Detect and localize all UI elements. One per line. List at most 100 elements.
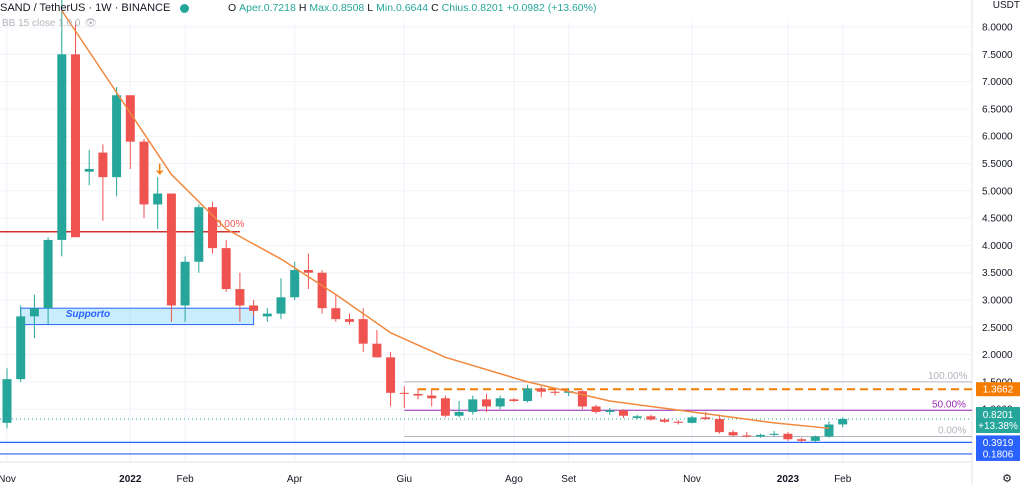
candle-body[interactable] [838,419,848,425]
candle-body[interactable] [769,433,779,435]
symbol-title[interactable]: SAND / TetherUS · 1W · BINANCE [0,2,171,14]
candle-body[interactable] [509,399,519,402]
y-tick-label: 5.0000 [982,186,1013,197]
candle-body[interactable] [468,399,478,412]
candle-body[interactable] [139,141,149,205]
candle-body[interactable] [290,269,300,298]
candle-body[interactable] [440,398,450,416]
candle-body[interactable] [112,95,122,178]
candle-body[interactable] [16,316,26,380]
support-zone [20,307,255,326]
x-tick-label: Feb [834,474,852,485]
x-tick-label: Apr [287,474,303,485]
candle-body[interactable] [358,319,368,344]
fib-upper-label: 50.00% [211,219,245,230]
candle-body[interactable] [331,308,341,320]
candle-body[interactable] [728,432,738,436]
candle-body[interactable] [276,297,286,314]
candle-body[interactable] [660,419,670,422]
candle-body[interactable] [632,416,642,418]
candle-body[interactable] [208,207,217,249]
candle-body[interactable] [824,424,834,437]
y-tick-label: 7.5000 [982,50,1013,61]
low-value: Min.0.6644 [376,2,429,14]
x-tick-label: Set [561,474,576,485]
high-value: Max.0.8508 [309,2,365,14]
x-tick-label: Giu [397,474,413,485]
candle-body[interactable] [536,388,546,392]
resistance-price-tag: 1.3662 [983,385,1014,396]
candle-body[interactable] [166,193,176,306]
close-label: C [431,2,439,14]
candle-body[interactable] [249,305,259,311]
candle-body[interactable] [810,436,820,441]
y-tick-label: 7.0000 [982,77,1013,88]
candle-body[interactable] [783,433,793,440]
currency-label[interactable]: USDT [992,0,1020,11]
down-arrow-icon [156,163,164,176]
eye-hidden-icon[interactable]: 👁 [84,18,98,29]
candle-body[interactable] [742,435,752,437]
x-tick-label: 2022 [119,474,142,485]
candle-body[interactable] [550,391,560,393]
candle-body[interactable] [399,392,409,394]
candle-body[interactable] [57,54,67,240]
y-tick-label: 3.5000 [982,268,1013,279]
fib-0-label: 0.00% [938,426,966,437]
candle-body[interactable] [482,399,491,407]
candle-body[interactable] [84,168,94,172]
candle-body[interactable] [523,388,533,402]
candle-body[interactable] [413,393,423,396]
candle-body[interactable] [345,319,354,322]
candle-body[interactable] [756,434,765,437]
candle-body[interactable] [372,343,382,358]
y-tick-label: 2.0000 [982,350,1013,361]
candle-body[interactable] [98,152,108,178]
low-label: L [367,2,374,14]
indicator-legend[interactable]: BB 15 close 1.0 0 👁 [2,18,97,29]
x-tick-label: Ago [505,474,523,485]
candle-body[interactable] [43,239,53,309]
y-tick-label: 6.5000 [982,104,1013,115]
y-tick-label: 5.5000 [982,159,1013,170]
candle-body[interactable] [125,95,135,142]
candle-body[interactable] [29,308,39,317]
candle-body[interactable] [797,439,807,441]
candle-body[interactable] [180,261,190,306]
candle-body[interactable] [591,406,601,412]
high-label: H [298,2,307,14]
candle-body[interactable] [673,421,683,423]
candle-body[interactable] [454,411,464,416]
candle-body[interactable] [317,272,327,309]
close-value: Chius.0.8201 [441,2,504,14]
candle-body[interactable] [194,207,204,262]
support-low-tag-bg [976,435,1020,450]
candle-body[interactable] [153,193,163,205]
candle-body[interactable] [386,357,396,393]
candle-body[interactable] [605,410,615,412]
symbol-header[interactable]: SAND / TetherUS · 1W · BINANCE [0,0,191,16]
candle-body[interactable] [235,289,245,306]
candle-body[interactable] [262,313,272,317]
candle-body[interactable] [2,379,12,423]
candle-body[interactable] [71,54,80,238]
candle-body[interactable] [577,391,587,407]
candle-body[interactable] [646,416,656,420]
fib-100-label: 100.00% [928,371,968,382]
candle-body[interactable] [495,398,505,407]
candle-body[interactable] [619,410,628,416]
candle-body[interactable] [701,417,711,420]
settings-gear-icon[interactable]: ⚙ [1002,473,1012,485]
y-tick-label: 3.0000 [982,296,1013,307]
candle-body[interactable] [687,417,697,423]
support-lowest-tag: 0.1806 [983,449,1014,460]
candle-body[interactable] [303,269,313,273]
change-value: +0.0982 (+13.60%) [506,2,597,14]
candle-body[interactable] [714,419,724,433]
candle-body[interactable] [221,248,231,290]
x-tick-label: Nov [0,474,16,485]
support-label: Supporto [66,309,110,320]
x-tick-label: Feb [176,474,194,485]
candle-body[interactable] [427,395,437,399]
